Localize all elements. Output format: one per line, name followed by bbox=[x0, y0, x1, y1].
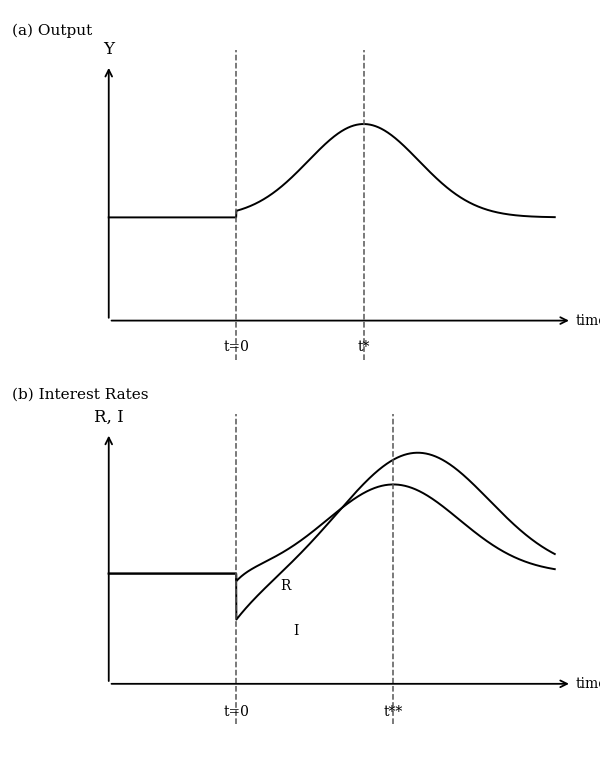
Text: t=0: t=0 bbox=[223, 705, 249, 719]
Text: R, I: R, I bbox=[94, 409, 124, 426]
Text: Y: Y bbox=[103, 41, 114, 58]
Text: time: time bbox=[576, 676, 600, 691]
Text: (a) Output: (a) Output bbox=[12, 23, 92, 38]
Text: I: I bbox=[293, 624, 299, 638]
Text: t=0: t=0 bbox=[223, 341, 249, 354]
Text: (b) Interest Rates: (b) Interest Rates bbox=[12, 388, 149, 402]
Text: t**: t** bbox=[384, 705, 403, 719]
Text: time: time bbox=[576, 313, 600, 327]
Text: t*: t* bbox=[358, 341, 370, 354]
Text: R: R bbox=[281, 579, 291, 593]
